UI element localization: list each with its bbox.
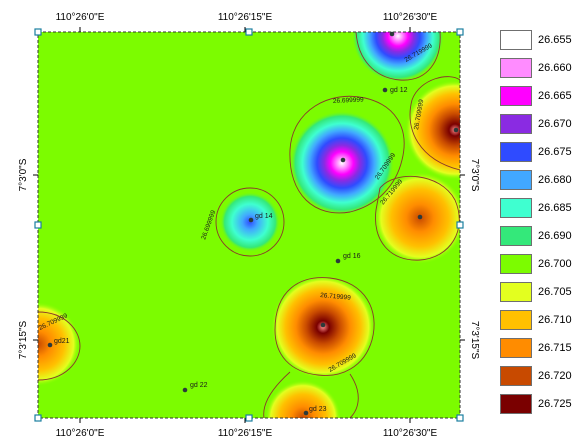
legend-label: 26.670 <box>538 118 572 130</box>
lon-tick-bottom-2: 110°26'15"E <box>217 428 273 439</box>
legend-label: 26.675 <box>538 146 572 158</box>
legend-item: 26.700 <box>500 254 586 276</box>
lat-tick-left-1: 7°3'0"S <box>18 158 29 192</box>
lon-tick-bottom-1: 110°26'0"E <box>55 428 105 439</box>
legend-item: 26.710 <box>500 310 586 332</box>
legend-label: 26.690 <box>538 230 572 242</box>
legend-item: 26.665 <box>500 86 586 108</box>
legend-label: 26.725 <box>538 398 572 410</box>
legend-swatch <box>500 114 532 134</box>
tick-marks <box>33 27 465 423</box>
legend-label: 26.665 <box>538 90 572 102</box>
high-zone-right-top <box>405 80 460 180</box>
point-label-gd16: gd 16 <box>343 253 361 260</box>
point-label-gd22: gd 22 <box>190 382 208 389</box>
point-labels: gd 12 gd 14 gd 16 gd 22 gd 23 gd21 <box>54 87 408 413</box>
legend-item: 26.680 <box>500 170 586 192</box>
surface-layer <box>38 32 460 418</box>
legend-item: 26.660 <box>500 58 586 80</box>
low-zone-center <box>290 111 394 215</box>
lat-tick-right-1: 7°3'0"S <box>469 158 480 192</box>
point-label-gd14: gd 14 <box>255 213 273 220</box>
legend-label: 26.680 <box>538 174 572 186</box>
legend-swatch <box>500 254 532 274</box>
legend-swatch <box>500 394 532 414</box>
legend-label: 26.660 <box>538 62 572 74</box>
legend-swatch <box>500 310 532 330</box>
legend-label: 26.655 <box>538 34 572 46</box>
point-label-gd23: gd 23 <box>309 406 327 413</box>
sample-points <box>47 31 459 416</box>
lat-tick-right-2: 7°3'15"S <box>469 320 480 360</box>
legend-item: 26.685 <box>500 198 586 220</box>
legend-swatch <box>500 198 532 218</box>
legend-swatch <box>500 282 532 302</box>
legend-swatch <box>500 366 532 386</box>
point-label-gd21: gd21 <box>54 338 70 345</box>
legend-label: 26.710 <box>538 314 572 326</box>
legend-item: 26.690 <box>500 226 586 248</box>
lon-tick-bottom-3: 110°26'30"E <box>382 428 438 439</box>
legend-item: 26.715 <box>500 338 586 360</box>
legend-item: 26.670 <box>500 114 586 136</box>
legend-item: 26.720 <box>500 366 586 388</box>
legend-swatch <box>500 142 532 162</box>
legend-item: 26.725 <box>500 394 586 416</box>
lon-tick-top-3: 110°26'30"E <box>382 12 438 23</box>
legend-swatch <box>500 58 532 78</box>
contour-label: 26.699999 <box>333 96 364 105</box>
legend-item: 26.655 <box>500 30 586 52</box>
legend-label: 26.705 <box>538 286 572 298</box>
high-zone-gd13 <box>374 172 460 264</box>
high-zone-gd23b <box>265 380 341 418</box>
legend-swatch <box>500 338 532 358</box>
point-label-gd12: gd 12 <box>390 87 408 94</box>
low-zone-top <box>352 32 444 82</box>
legend-item: 26.675 <box>500 142 586 164</box>
legend-item: 26.705 <box>500 282 586 304</box>
frame-handles <box>34 28 464 422</box>
legend-label: 26.720 <box>538 370 572 382</box>
legend-label: 26.715 <box>538 342 572 354</box>
legend-label: 26.685 <box>538 202 572 214</box>
lat-tick-left-2: 7°3'15"S <box>18 320 29 360</box>
lon-tick-top-2: 110°26'15"E <box>217 12 273 23</box>
lon-tick-top-1: 110°26'0"E <box>55 12 105 23</box>
contour-label: 26.719999 <box>320 292 352 302</box>
legend-swatch <box>500 170 532 190</box>
legend-swatch <box>500 226 532 246</box>
contour-lines <box>38 32 460 418</box>
legend-swatch <box>500 30 532 50</box>
legend-label: 26.700 <box>538 258 572 270</box>
legend-swatch <box>500 86 532 106</box>
